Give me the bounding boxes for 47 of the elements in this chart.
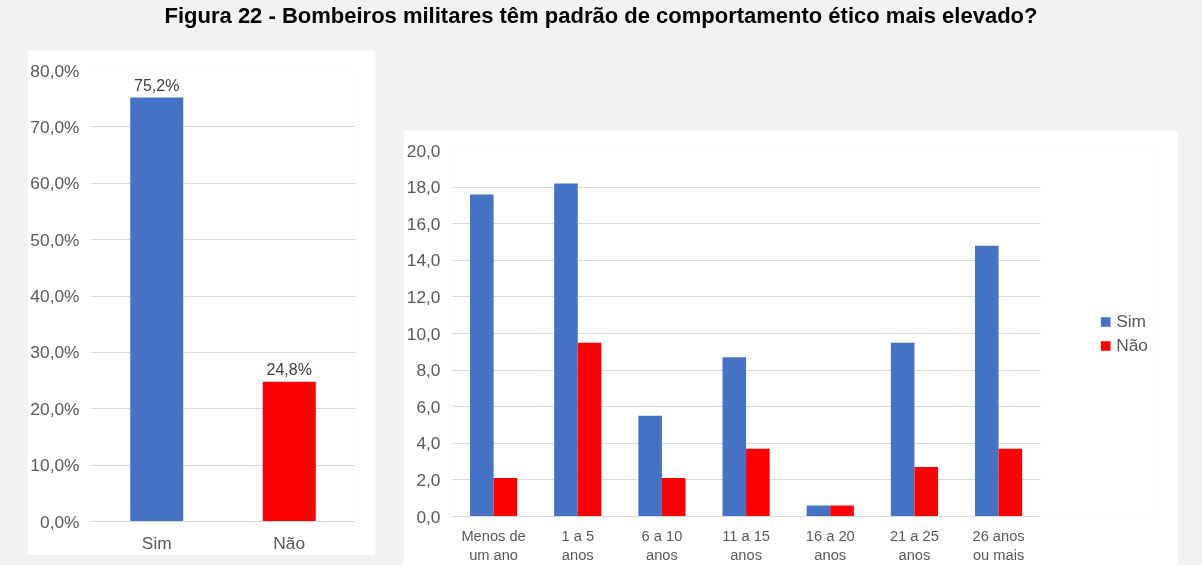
bar — [998, 448, 1023, 517]
bar — [493, 478, 518, 517]
bar — [722, 357, 747, 517]
bar — [577, 342, 602, 517]
y-tick-label: 18,0 — [406, 177, 441, 198]
y-tick-label: 30,0% — [30, 342, 80, 363]
x-tick-label: 26 anos ou mais — [972, 527, 1025, 563]
y-tick-label: 2,0 — [416, 469, 441, 490]
bar — [830, 505, 854, 517]
y-tick-label: 8,0 — [416, 360, 441, 381]
x-tick-label: 16 a 20 anos — [805, 527, 855, 563]
y-tick-label: 40,0% — [30, 286, 80, 306]
bar — [746, 448, 770, 517]
bar — [914, 467, 938, 517]
y-tick-label: 10,0 — [406, 323, 441, 344]
y-tick-label: 80,0% — [30, 60, 80, 81]
x-tick-label: 1 a 5 anos — [561, 527, 595, 563]
x-tick-label: 11 a 15 anos — [722, 527, 770, 563]
x-tick-label: 6 a 10 anos — [641, 527, 683, 563]
y-tick-label: 60,0% — [30, 173, 80, 194]
y-tick-label: 16,0 — [406, 213, 441, 234]
bar — [975, 245, 999, 517]
legend-label: Sim — [1116, 310, 1147, 332]
text: Figura 22 - Bombeiros militares têm padrão de comportamento ético mais elevado? — [164, 2, 1038, 30]
x-tick-label: Menos de um ano — [461, 527, 526, 563]
y-tick-label: 20,0% — [30, 398, 80, 419]
legend-label: Não — [1116, 334, 1148, 356]
y-tick-label: 6,0 — [416, 396, 441, 417]
y-tick-label: 14,0 — [406, 250, 441, 271]
y-tick-label: 0,0% — [40, 511, 80, 532]
y-tick-label: 10,0% — [30, 455, 80, 476]
data-label: 75,2% — [134, 76, 180, 94]
y-tick-label: 12,0 — [406, 286, 441, 307]
y-tick-label: 50,0% — [30, 229, 80, 250]
y-tick-label: 4,0 — [416, 433, 441, 454]
x-tick-label: Sim — [141, 532, 172, 553]
data-label: 24,8% — [266, 360, 312, 378]
y-tick-label: 20,0 — [406, 140, 441, 161]
bar — [470, 194, 494, 517]
bar — [638, 415, 662, 517]
x-tick-label: 21 a 25 anos — [889, 527, 939, 563]
y-tick-label: 0,0 — [416, 506, 441, 527]
bar — [554, 183, 578, 517]
x-tick-label: Não — [273, 532, 306, 553]
bar — [890, 342, 915, 517]
y-tick-label: 70,0% — [30, 116, 80, 137]
bar — [661, 478, 686, 517]
